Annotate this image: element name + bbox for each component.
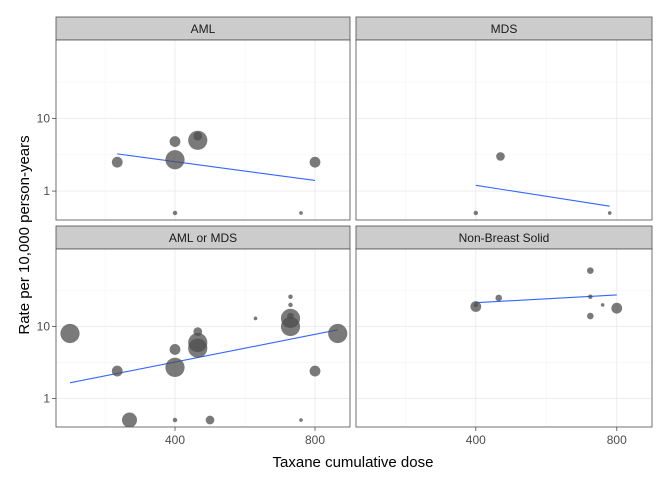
- panel-border: [355, 39, 653, 221]
- data-point: [60, 323, 80, 344]
- data-point: [607, 211, 612, 215]
- panel-background: [356, 40, 652, 220]
- strip-label: MDS: [491, 22, 518, 36]
- data-point: [205, 415, 215, 425]
- data-point: [165, 357, 185, 378]
- y-tick-label: 10: [37, 320, 51, 334]
- strip-label: AML: [191, 22, 216, 36]
- data-point: [309, 365, 321, 377]
- panel-background: [356, 249, 652, 427]
- data-point: [473, 210, 479, 216]
- data-point: [288, 302, 293, 308]
- data-point: [165, 150, 185, 170]
- panel-background: [56, 40, 350, 220]
- data-point: [587, 312, 594, 320]
- panel-border: [355, 248, 653, 428]
- panel-border: [55, 39, 351, 221]
- data-point: [473, 302, 479, 308]
- y-tick-label: 1: [43, 391, 50, 405]
- data-point: [169, 344, 181, 355]
- data-point: [253, 316, 258, 321]
- x-tick-label: 800: [305, 433, 325, 447]
- data-point: [299, 211, 303, 215]
- x-tick-label: 400: [466, 433, 486, 447]
- y-tick-label: 1: [43, 184, 50, 198]
- x-axis-title: Taxane cumulative dose: [273, 454, 434, 471]
- strip-label: Non-Breast Solid: [459, 231, 550, 245]
- trend-line: [475, 184, 610, 207]
- panel-mds: MDS: [355, 16, 653, 221]
- data-point: [169, 136, 181, 147]
- data-point: [587, 267, 594, 274]
- data-point: [588, 294, 593, 299]
- panel-aml: AML 1 10: [37, 16, 351, 221]
- panel-border: [55, 248, 351, 428]
- data-point: [188, 338, 208, 358]
- data-point: [287, 312, 294, 320]
- data-point: [600, 303, 605, 307]
- data-point: [172, 210, 178, 216]
- data-point: [122, 412, 137, 427]
- data-point: [288, 294, 293, 299]
- data-point: [111, 156, 123, 168]
- data-point: [299, 418, 303, 422]
- data-point: [193, 327, 203, 336]
- data-point: [280, 316, 301, 337]
- x-tick-label: 800: [607, 433, 627, 447]
- data-point: [328, 323, 348, 344]
- y-tick-label: 10: [37, 111, 51, 125]
- x-tick-label: 400: [165, 433, 185, 447]
- y-axis-title: Rate per 10,000 person-years: [16, 135, 33, 334]
- data-point: [496, 152, 505, 161]
- strip-label: AML or MDS: [169, 231, 237, 245]
- data-point: [193, 131, 203, 141]
- panel-aml-or-mds: AML or MDS 1 10 400 800: [37, 225, 351, 447]
- data-point: [172, 417, 178, 423]
- panel-non-breast-solid: Non-Breast Solid 400 800: [355, 225, 653, 447]
- trend-line: [475, 294, 617, 304]
- trend-line: [117, 153, 316, 182]
- data-point: [495, 294, 503, 302]
- data-point: [111, 365, 123, 377]
- data-point: [611, 302, 623, 314]
- data-point: [309, 156, 321, 168]
